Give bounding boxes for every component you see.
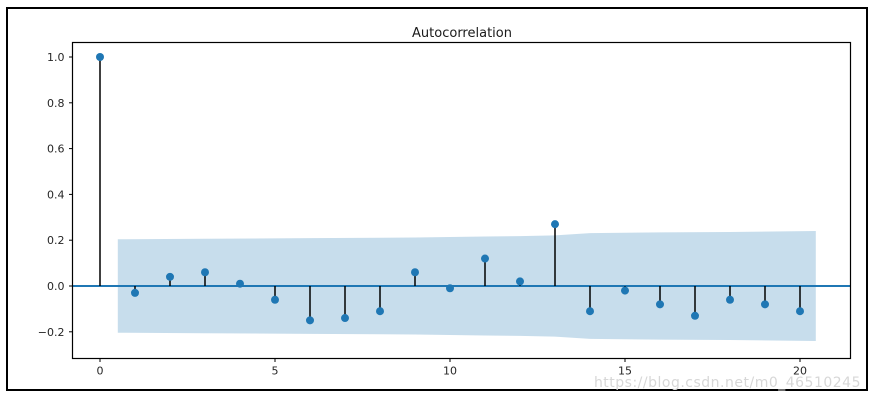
marker-lag-11 xyxy=(481,254,489,263)
axes-frame xyxy=(71,41,852,360)
y-tick-label-0.0: 0.0 xyxy=(47,280,65,293)
marker-lag-1 xyxy=(131,288,139,297)
y-tick-label-0.4: 0.4 xyxy=(47,188,65,201)
marker-lag-3 xyxy=(201,268,209,277)
watermark: https://blog.csdn.net/m0_46510245 xyxy=(593,375,861,391)
marker-lag-20 xyxy=(796,307,804,316)
marker-lag-6 xyxy=(306,316,314,325)
x-tick-label-10: 10 xyxy=(443,365,457,378)
y-tick-label-0.6: 0.6 xyxy=(47,143,65,156)
marker-lag-2 xyxy=(166,272,174,281)
plot-title: Autocorrelation xyxy=(412,26,512,41)
x-tick-label-20: 20 xyxy=(793,365,807,378)
marker-lag-13 xyxy=(551,220,559,229)
marker-lag-5 xyxy=(271,295,279,304)
marker-lag-17 xyxy=(691,311,699,320)
marker-lag-8 xyxy=(376,307,384,316)
marker-lag-18 xyxy=(726,295,734,304)
marker-lag-10 xyxy=(446,284,454,293)
marker-lag-0 xyxy=(96,53,104,61)
y-tick-label-1.0: 1.0 xyxy=(47,51,65,64)
marker-lag-4 xyxy=(236,279,244,288)
x-tick-label-0: 0 xyxy=(97,365,104,378)
marker-lag-7 xyxy=(341,314,349,323)
marker-lag-19 xyxy=(761,300,769,309)
marker-lag-15 xyxy=(621,286,629,295)
x-tick-label-5: 5 xyxy=(272,365,279,378)
marker-lag-12 xyxy=(516,277,524,286)
y-tick-label-0.8: 0.8 xyxy=(47,97,65,110)
marker-lag-16 xyxy=(656,300,664,309)
marker-lag-9 xyxy=(411,268,419,277)
y-tick-label-0.2: 0.2 xyxy=(47,234,65,247)
x-tick-label-15: 15 xyxy=(618,365,632,378)
y-tick-label-−0.2: −0.2 xyxy=(38,326,65,339)
marker-lag-14 xyxy=(586,307,594,316)
